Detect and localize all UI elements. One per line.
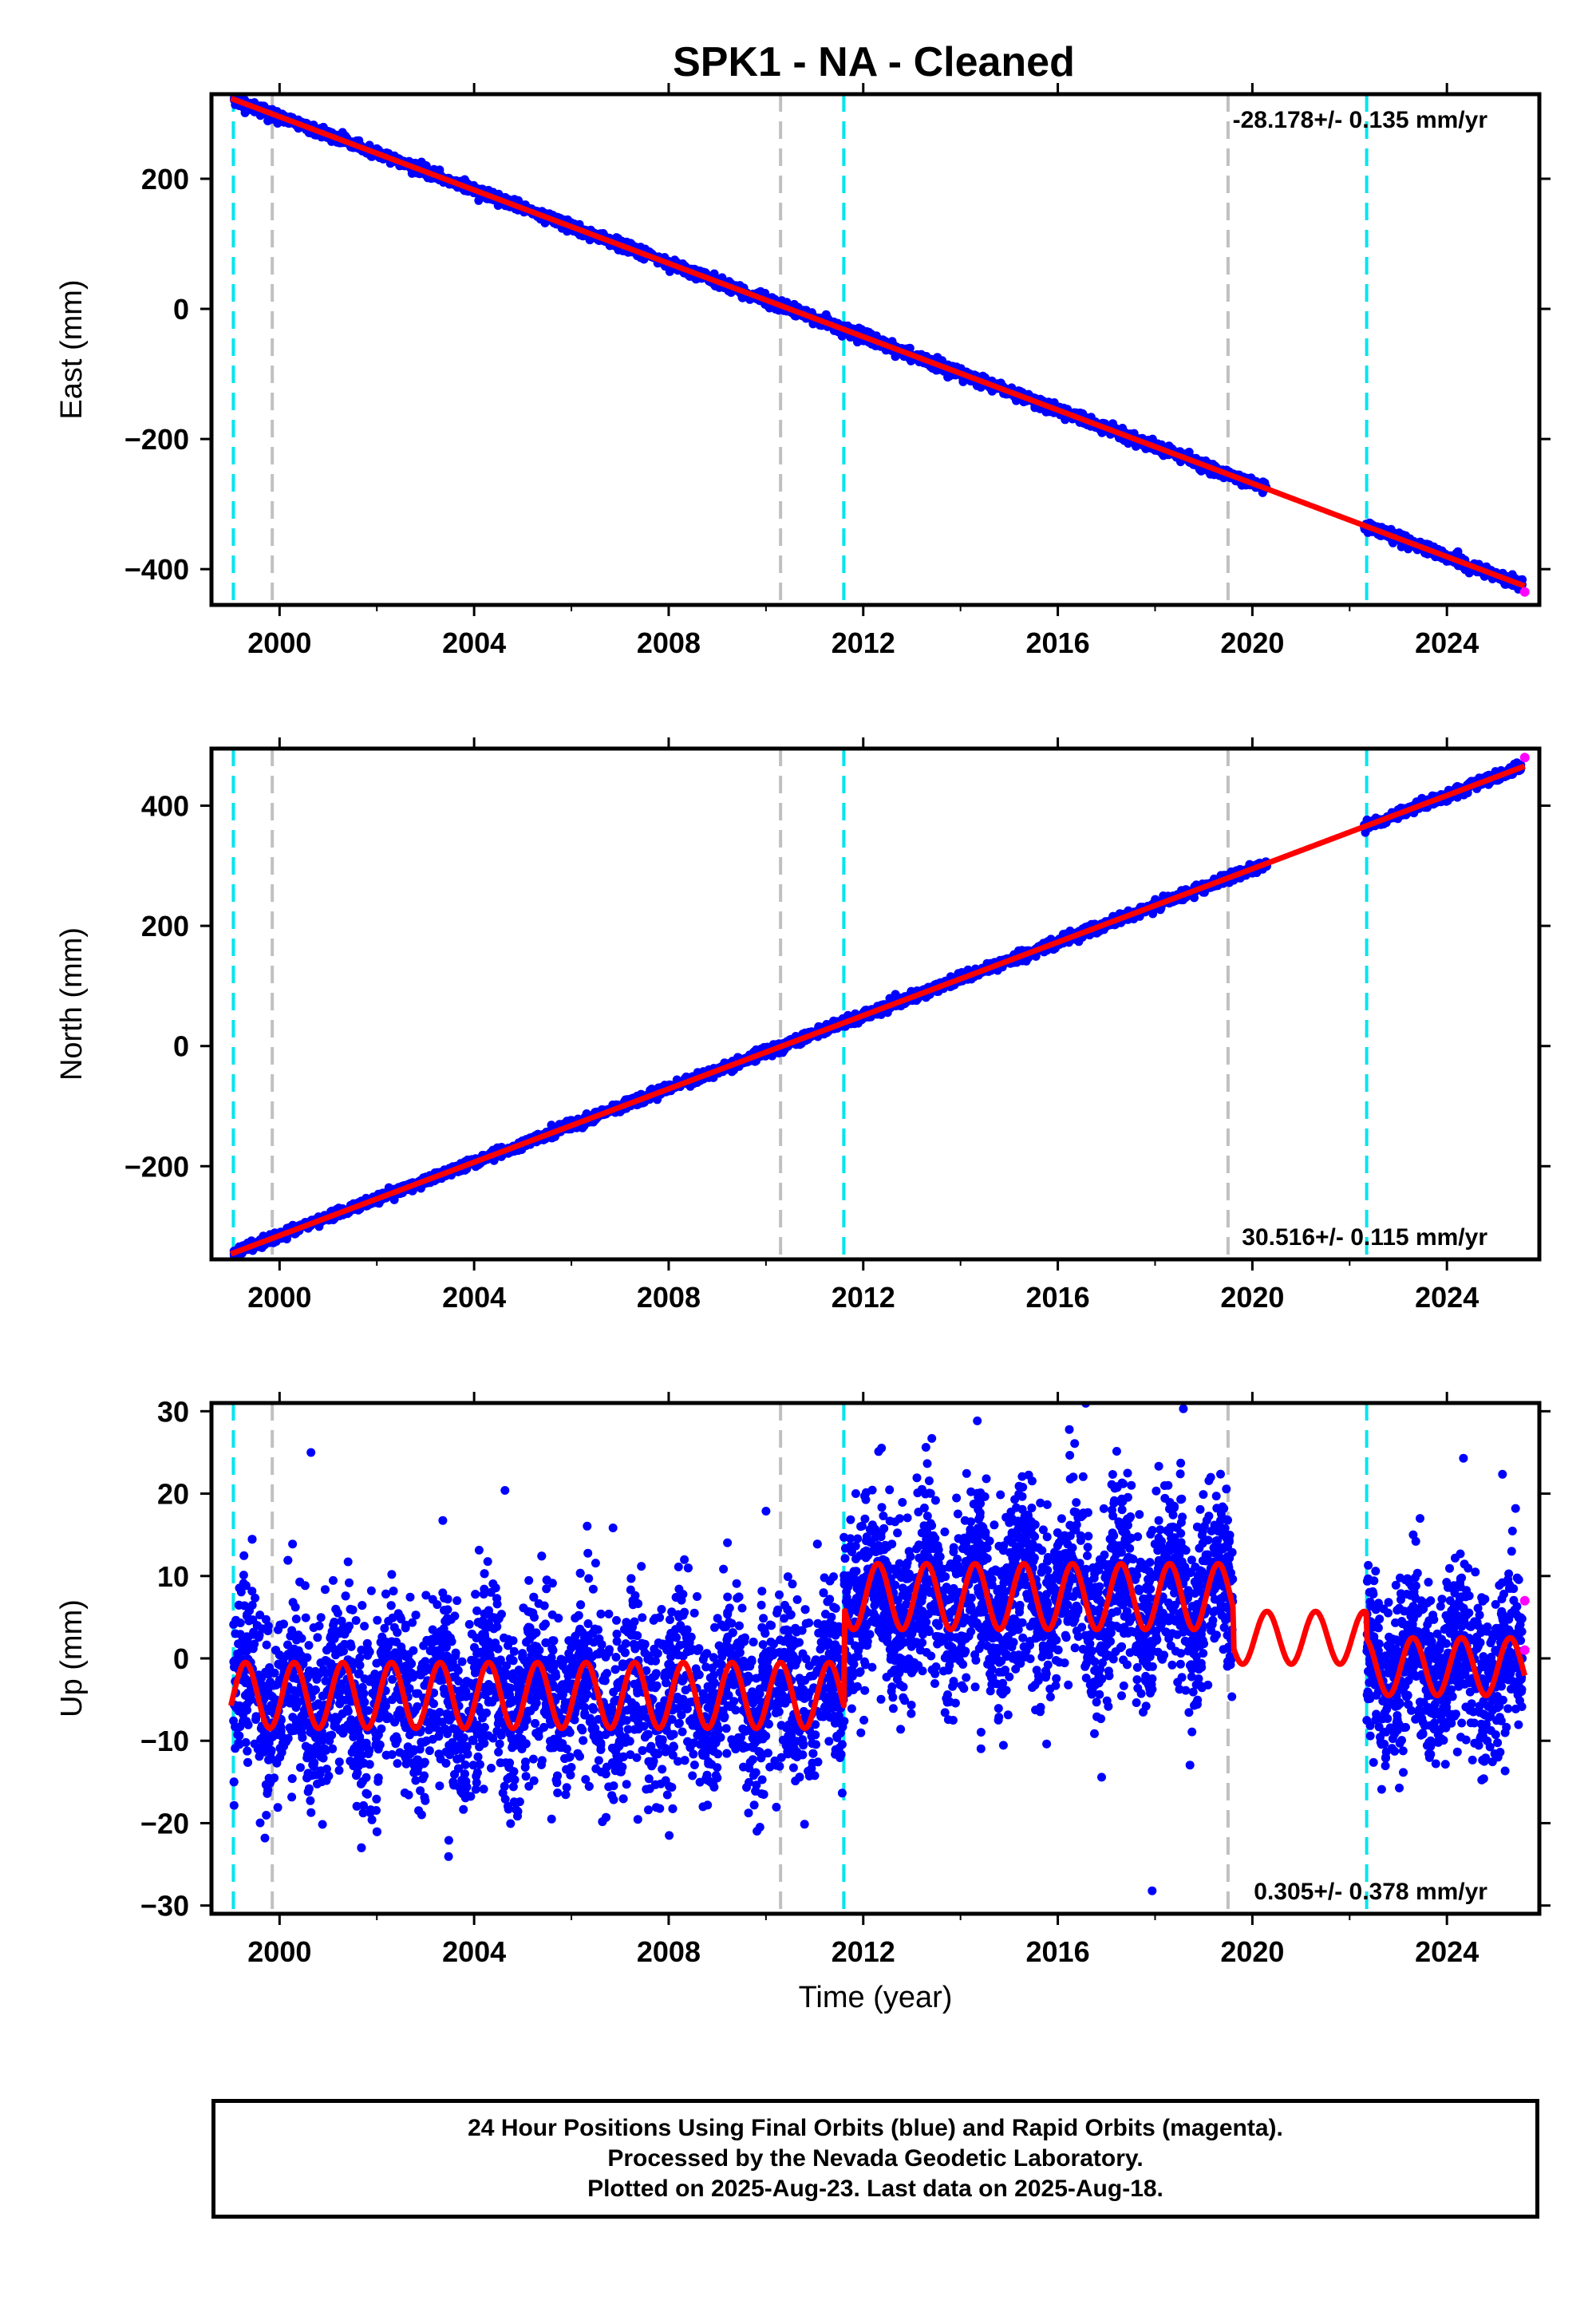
panels-container: 2000 2004 2008 2012 2016 2020 2024 −400 −200 0 200… [55,83,1551,1968]
x-tick-label: 2008 [637,626,701,659]
plot-area [229,749,1527,1259]
rapid-orbit-point [1519,587,1530,597]
figure-title: SPK1 - NA - Cleaned [673,39,1075,85]
model-fit-line [229,95,1527,589]
plot-area [229,94,1527,605]
x-tick-label: 2000 [247,626,311,659]
x-tick-label: 2012 [832,626,895,659]
y-tick-label: −400 [124,553,189,586]
y-tick-label: −200 [124,423,189,456]
x-tick-label: 2004 [442,626,506,659]
y-axis-label: East (mm) [55,279,89,419]
y-tick-label: 200 [141,163,189,196]
x-tick-label: 2016 [1026,626,1090,659]
panel-east: 2000 2004 2008 2012 2016 2020 2024 −400 −200 0 200… [55,83,1551,659]
panel-north: 2000 2004 2008 2012 2016 2020 2024−2000200400N… [55,737,1551,1314]
x-tick-label: 2024 [1415,626,1479,659]
x-tick-label: 2020 [1220,626,1284,659]
rate-label: -28.178+/- 0.135 mm/yr [1233,107,1488,133]
y-tick-label: 0 [173,293,189,326]
